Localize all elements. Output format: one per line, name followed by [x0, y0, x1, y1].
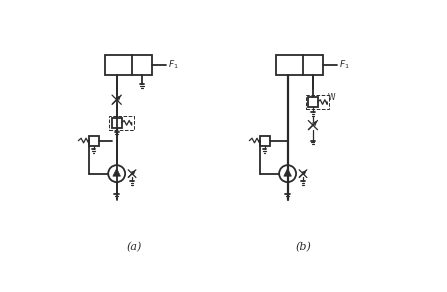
Polygon shape: [284, 168, 291, 176]
Text: (a): (a): [127, 242, 142, 252]
Polygon shape: [113, 168, 121, 176]
Bar: [112, 118, 122, 128]
Text: (b): (b): [295, 242, 311, 252]
Bar: [105, 55, 152, 75]
Bar: [308, 97, 318, 107]
Text: $F_1$: $F_1$: [168, 58, 178, 71]
Circle shape: [279, 165, 296, 182]
Text: W: W: [328, 93, 335, 102]
Bar: [260, 135, 270, 145]
Text: $F_1$: $F_1$: [339, 58, 350, 71]
Bar: [276, 55, 324, 75]
Bar: [89, 135, 99, 145]
Bar: [110, 116, 134, 130]
Bar: [306, 95, 329, 109]
Circle shape: [108, 165, 125, 182]
